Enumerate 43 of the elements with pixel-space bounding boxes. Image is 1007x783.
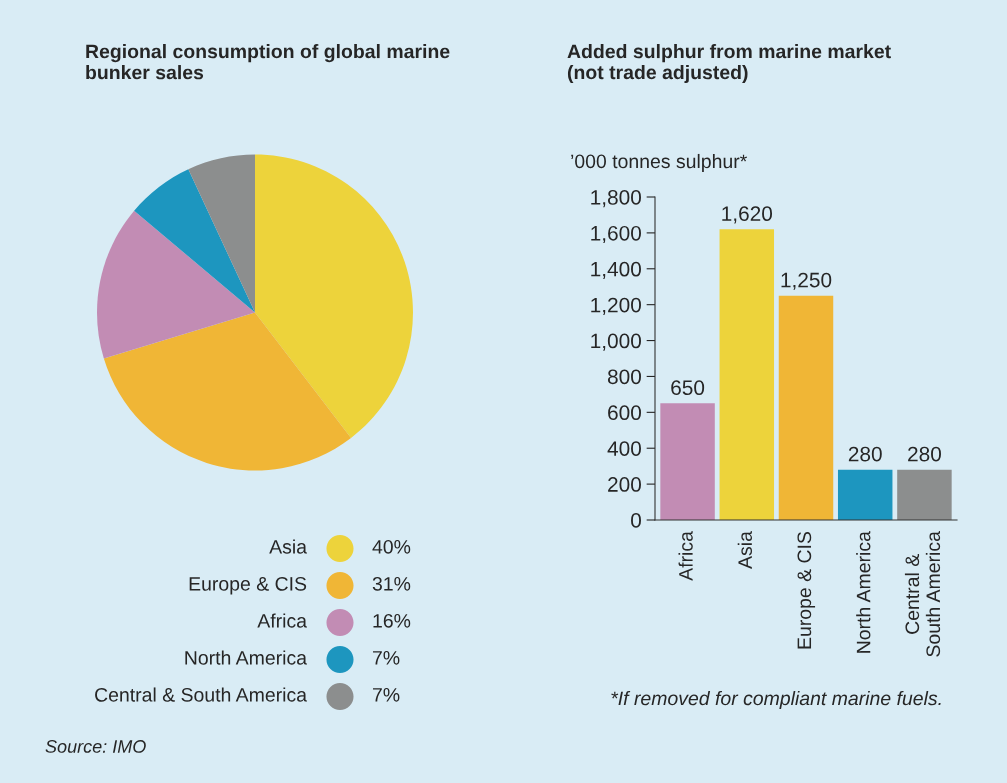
data-label: 31% [372,576,411,591]
bar [897,469,952,520]
bar [778,295,834,520]
pie-slice [255,154,413,438]
pie-slice [134,169,255,313]
pie-slice [103,312,352,471]
y-tick-label: 1,000 [591,333,641,351]
y-tick-label: 600 [608,405,641,421]
y-tick-label: 1,600 [591,225,641,244]
data-label: 280 [908,446,941,462]
data-label: 1,620 [722,206,773,224]
pie-slice [97,210,255,359]
y-tick-label: 1,200 [591,297,641,315]
y-axis-title: ’000 tonnes sulphur* [571,153,747,173]
bar [719,229,775,520]
data-label: 7% [373,688,400,702]
y-tick-label: 400 [607,441,641,456]
y-tick-label: 200 [608,477,641,492]
data-label: 40% [372,539,411,554]
legend-label: Africa [257,613,307,628]
data-label: 280 [848,446,882,462]
chart-title: Added sulphur from marine market (not trade adjusted) [567,44,891,84]
pie-slice [188,154,255,313]
y-tick-label: 0 [631,513,641,528]
data-label: 16% [373,613,411,628]
data-label: 1,250 [781,272,832,290]
bar [837,469,893,520]
y-tick-label: 1,800 [591,190,641,208]
text: *If removed for compliant marine fuels. [611,690,941,710]
source-note: Source: IMO [45,740,146,753]
y-tick-label: 800 [607,369,641,385]
x-tick-label: Asia [737,531,752,569]
x-tick-label: North America [856,531,871,653]
legend-label: North America [185,650,307,665]
chart-title: Regional consumption of global marine bunker sales [86,44,450,80]
data-label: 650 [671,380,705,396]
bar [660,403,715,520]
data-label: 7% [373,651,400,665]
x-tick-label: Central & South America [904,531,941,657]
x-tick-label: Africa [678,531,693,581]
legend-label: Central & South America [95,687,308,702]
x-tick-label: Europe & CIS [797,532,816,649]
y-tick-label: 1,400 [591,261,641,279]
